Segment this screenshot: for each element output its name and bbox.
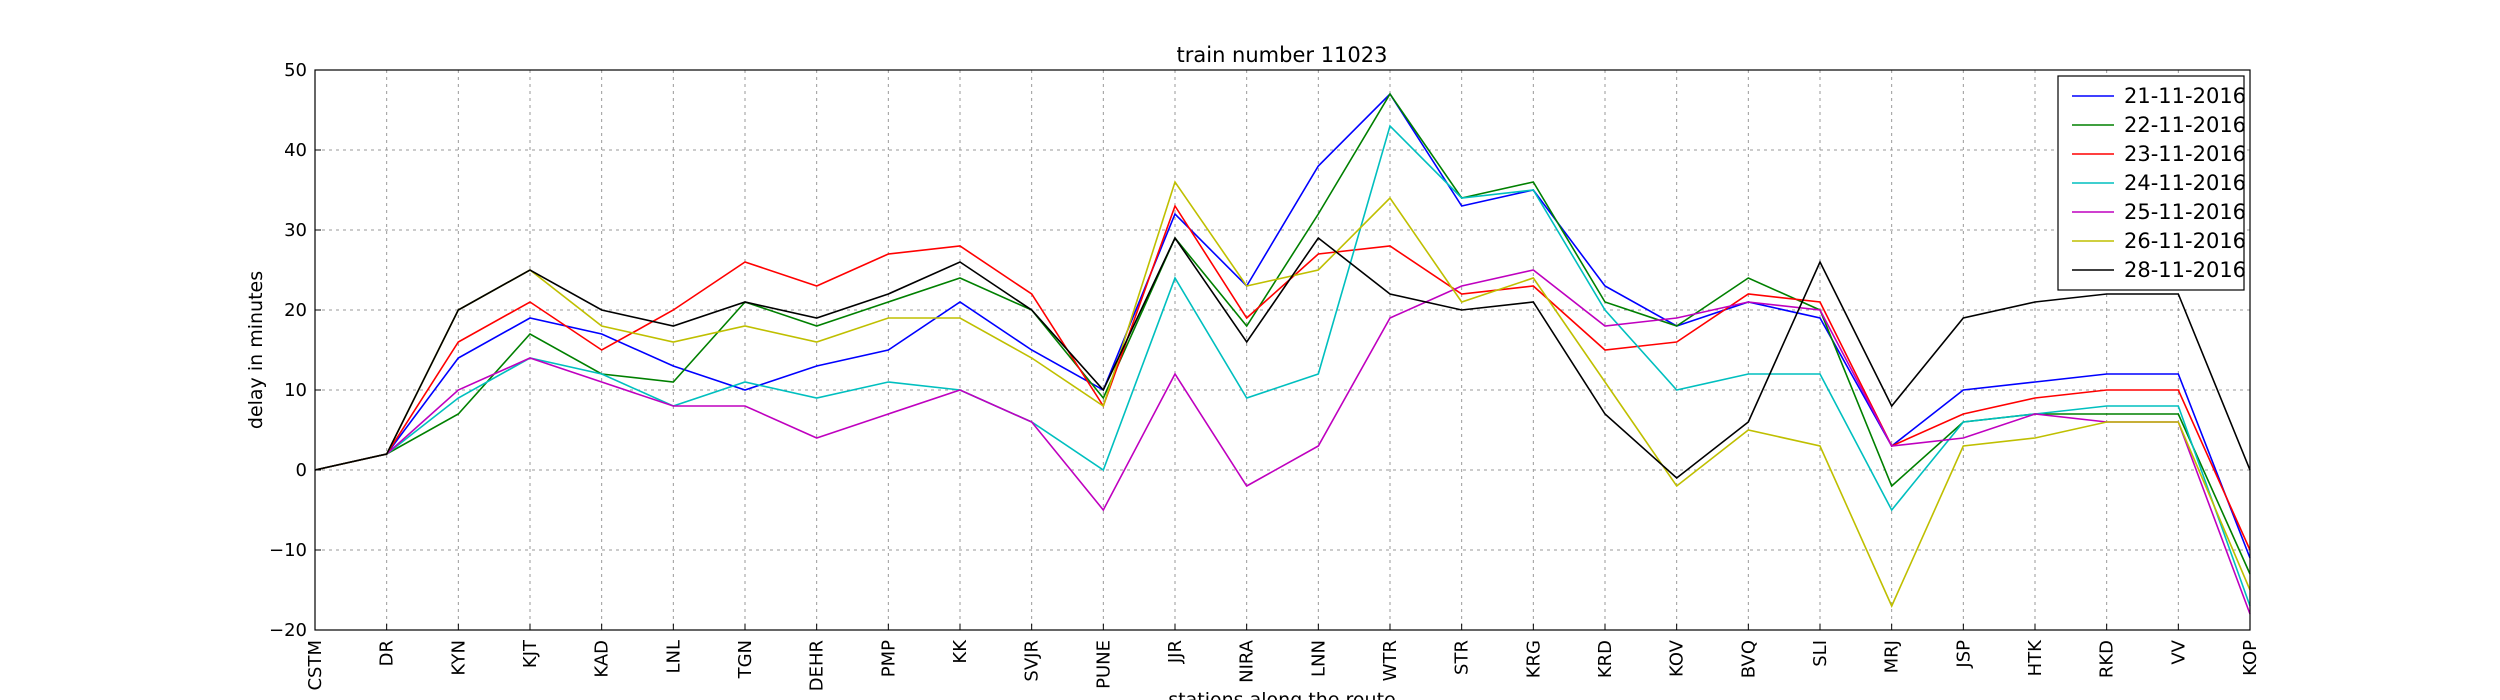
x-tick-label: BVQ — [1738, 640, 1759, 678]
y-tick-label: 20 — [284, 300, 307, 321]
series-line-23-11-2016 — [314, 204, 2251, 551]
chart-title: train number 11023 — [1177, 43, 1388, 67]
legend-label: 28-11-2016 — [2124, 258, 2246, 282]
x-tick-label: KK — [950, 639, 971, 664]
x-tick-label: LNL — [663, 640, 684, 674]
x-tick-label: VV — [2168, 639, 2189, 664]
x-tick-label: MRJ — [1882, 640, 1903, 673]
y-tick-label: 50 — [284, 60, 307, 81]
legend: 21-11-2016 22-11-2016 23-11-2016 24-11-2016… — [2057, 75, 2246, 291]
x-tick-label: STR — [1452, 640, 1473, 675]
x-tick-label: KJT — [520, 639, 541, 668]
legend-label: 26-11-2016 — [2124, 229, 2246, 253]
y-tick-label: −20 — [269, 620, 307, 641]
x-tick-label: DR — [377, 640, 398, 666]
x-tick-label: CSTM — [305, 640, 326, 691]
x-tick-label: RKD — [2097, 640, 2118, 678]
series-line-25-11-2016 — [314, 269, 2251, 615]
x-tick-label: HTK — [2025, 639, 2046, 677]
series-line-21-11-2016 — [314, 92, 2251, 559]
x-tick-label: KYN — [448, 640, 469, 676]
x-tick-label: PMP — [878, 640, 899, 677]
y-tick-label: 0 — [296, 460, 307, 481]
x-tick-label: TGN — [735, 640, 756, 679]
x-tick-label: KOV — [1667, 639, 1688, 677]
y-tick-labels: −20 −10 0 10 20 30 40 50 — [269, 60, 321, 641]
x-tick-label: SLI — [1810, 640, 1831, 667]
y-axis-label: delay in minutes — [245, 271, 267, 429]
grid-layer — [315, 70, 2250, 630]
series-line-28-11-2016 — [314, 236, 2251, 480]
x-tick-label: DEHR — [807, 640, 828, 691]
legend-label: 23-11-2016 — [2124, 142, 2246, 166]
legend-label: 21-11-2016 — [2124, 84, 2246, 108]
x-tick-label: JJR — [1165, 640, 1186, 664]
y-tick-label: 10 — [284, 380, 307, 401]
legend-label: 22-11-2016 — [2124, 113, 2246, 137]
series-line-24-11-2016 — [314, 124, 2251, 607]
series-line-26-11-2016 — [314, 180, 2251, 608]
legend-label: 24-11-2016 — [2124, 171, 2246, 195]
x-tick-label: SVJR — [1022, 640, 1043, 682]
plot-frame — [314, 69, 2251, 631]
x-tick-label: KRD — [1595, 640, 1616, 678]
y-tick-label: 30 — [284, 220, 307, 241]
series-line-22-11-2016 — [314, 92, 2251, 575]
x-tick-label: KOP — [2240, 640, 2261, 676]
x-tick-label: KRG — [1523, 640, 1544, 678]
x-tick-label: KAD — [592, 640, 613, 678]
y-tick-label: 40 — [284, 140, 307, 161]
x-tick-label: JSP — [1953, 640, 1974, 669]
x-tick-label: LNN — [1308, 640, 1329, 677]
x-tick-label: PUNE — [1093, 640, 1114, 689]
x-axis-label: stations along the route — [1168, 689, 1395, 700]
x-tick-label: WTR — [1380, 640, 1401, 681]
y-tick-label: −10 — [269, 540, 307, 561]
x-tick-labels: CSTM DR KYN KJT KAD LNL TGN DEHR PMP KK SVJR PUNE JJ… — [305, 624, 2261, 691]
series-layer — [314, 92, 2251, 615]
legend-label: 25-11-2016 — [2124, 200, 2246, 224]
x-tick-label: NIRA — [1237, 639, 1258, 683]
